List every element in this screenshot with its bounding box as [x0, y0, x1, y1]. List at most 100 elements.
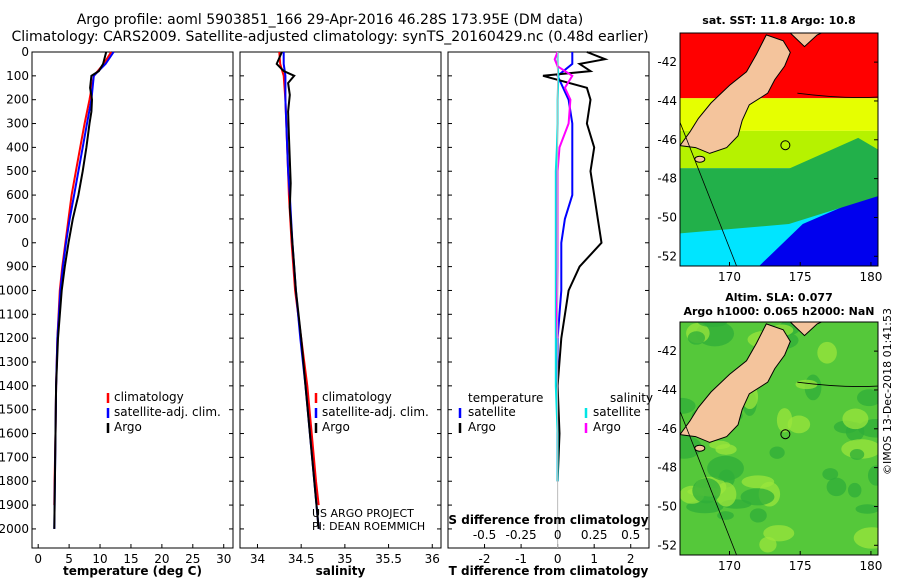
difference-panel-frame: [447, 51, 650, 549]
temperature-legend-label: satellite-adj. clim.: [114, 405, 221, 419]
south-island-land: [680, 323, 791, 443]
difference-panel-xtick-label: 0: [554, 552, 562, 566]
depth-tick-label: 1000: [0, 283, 29, 297]
sst-coldest-region: [759, 191, 878, 266]
bathymetry-contour: [797, 92, 878, 98]
sla-map-xtick-label: 180: [859, 559, 882, 573]
diff-s-legend-label: satellite: [593, 405, 641, 419]
sla-anomaly-blob: [867, 465, 878, 486]
s-diff-tick-label: 0.5: [621, 528, 640, 542]
temperature-panel-xtick-label: 0: [34, 552, 42, 566]
sla-map-title-2: Argo h1000: 0.065 h2000: NaN: [683, 305, 875, 318]
difference-panel-xlabel: T difference from climatology: [449, 564, 649, 578]
diff-legend-salinity-title: salinity: [610, 391, 653, 405]
sst-map-xtick-label: 180: [859, 270, 882, 284]
sla-anomaly-blob: [822, 468, 839, 481]
sla-anomaly-blob: [749, 508, 767, 523]
temperature-panel-xtick-label: 5: [65, 552, 73, 566]
series-line-argo: [275, 51, 320, 529]
depth-tick-label: 1900: [0, 498, 29, 512]
diff-s-legend-label: Argo: [593, 420, 621, 434]
depth-tick-label: 1500: [0, 403, 29, 417]
south-island-land: [680, 34, 791, 154]
sla-map-ytick-label: -44: [657, 383, 677, 397]
salinity-legend-label: climatology: [322, 390, 392, 404]
sla-map-frame: [679, 321, 879, 556]
depth-tick-label: 2000: [0, 522, 29, 536]
diff-t-legend-label: satellite: [468, 405, 516, 419]
argo-position-marker: [780, 140, 791, 151]
stewart-island-land: [694, 444, 706, 452]
diff-t-legend-label: Argo: [468, 420, 496, 434]
sla-anomaly-blob: [856, 389, 878, 407]
sla-anomaly-blob: [795, 379, 818, 390]
sst-map-frame: [679, 32, 879, 267]
credit-line-2: PI: DEAN ROEMMICH: [312, 520, 425, 533]
sla-anomaly-blob: [715, 482, 737, 507]
bathymetry-contour: [680, 122, 737, 266]
depth-tick-label: 200: [6, 93, 29, 107]
depth-tick-label: 1200: [0, 331, 29, 345]
depth-tick-label: 1300: [0, 355, 29, 369]
depth-tick-label: 1700: [0, 450, 29, 464]
depth-tick-label: 1800: [0, 474, 29, 488]
depth-tick-label: 1100: [0, 307, 29, 321]
depth-tick-label: 400: [6, 140, 29, 154]
sst-map-title: sat. SST: 11.8 Argo: 10.8: [702, 14, 856, 27]
sla-map-ytick-label: -48: [657, 461, 677, 475]
salinity-panel-xtick-label: 35.5: [375, 552, 402, 566]
sst-map-ytick-label: -50: [657, 210, 677, 224]
sla-anomaly-blob: [769, 446, 785, 459]
sla-anomaly-blob: [855, 504, 878, 514]
bathymetry-contour: [680, 411, 737, 555]
salinity-panel-xtick-label: 34.5: [288, 552, 315, 566]
sla-map-xtick-label: 170: [718, 559, 741, 573]
sla-anomaly-blob: [849, 448, 865, 460]
sst-map-xtick-label: 175: [789, 270, 812, 284]
sla-anomaly-blob: [759, 536, 777, 553]
depth-tick-label: 1400: [0, 379, 29, 393]
north-island-land: [789, 322, 822, 337]
sst-map-ytick-label: -52: [657, 249, 677, 263]
difference-panel-xtick-label: 2: [627, 552, 635, 566]
sla-anomaly-blob: [692, 477, 721, 504]
depth-tick-label: 1600: [0, 427, 29, 441]
sla-anomaly-blob: [847, 482, 862, 498]
s-diff-tick-label: 0: [554, 528, 562, 542]
depth-tick-label: 100: [6, 69, 29, 83]
difference-panel-xtick-label: 1: [590, 552, 598, 566]
sla-anomaly-blob: [717, 511, 734, 520]
depth-tick-label: 500: [6, 164, 29, 178]
temperature-panel-xtick-label: 20: [154, 552, 169, 566]
sla-map-xtick-label: 175: [789, 559, 812, 573]
salinity-panel-xlabel: salinity: [316, 564, 366, 578]
salinity-panel-xtick-label: 34: [250, 552, 265, 566]
temperature-panel-xtick-label: 30: [216, 552, 231, 566]
sst-map-ytick-label: -44: [657, 94, 677, 108]
sla-anomaly-blob: [709, 440, 731, 450]
salinity-panel-xtick-label: 36: [425, 552, 440, 566]
sst-map-ytick-label: -42: [657, 55, 677, 69]
sla-anomaly-blob: [776, 408, 793, 433]
sla-map-ytick-label: -52: [657, 538, 677, 552]
temperature-panel-xtick-label: 15: [123, 552, 138, 566]
sla-anomaly-blob: [707, 455, 744, 481]
series-line-s-satellite: [554, 52, 560, 482]
s-diff-tick-label: -0.5: [473, 528, 496, 542]
title-line-2: Climatology: CARS2009. Satellite-adjuste…: [11, 29, 649, 45]
salinity-panel-xtick-label: 35: [337, 552, 352, 566]
argo-position-marker: [780, 429, 791, 440]
sst-map-ytick-label: -48: [657, 172, 677, 186]
sla-anomaly-blob: [680, 397, 696, 414]
depth-tick-label: 0: [21, 45, 29, 59]
difference-panel-xtick-label: -2: [479, 552, 491, 566]
depth-tick-label: 600: [6, 188, 29, 202]
sla-anomaly-blob: [697, 322, 728, 327]
temperature-legend-label: Argo: [114, 420, 142, 434]
salinity-legend-label: Argo: [322, 420, 350, 434]
sla-anomaly-blob: [687, 331, 706, 345]
bathymetry-contour: [797, 381, 878, 387]
sst-map-xtick-label: 170: [718, 270, 741, 284]
temperature-panel-xtick-label: 10: [92, 552, 107, 566]
sst-map-ytick-label: -46: [657, 133, 677, 147]
